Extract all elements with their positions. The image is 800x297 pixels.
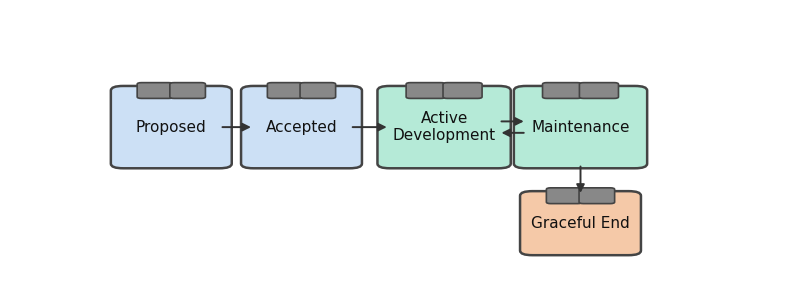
Text: Graceful End: Graceful End [531,216,630,231]
FancyBboxPatch shape [514,86,647,168]
FancyBboxPatch shape [443,83,482,98]
FancyBboxPatch shape [111,86,232,168]
Text: Accepted: Accepted [266,120,338,135]
FancyBboxPatch shape [542,83,582,98]
FancyBboxPatch shape [579,83,618,98]
FancyBboxPatch shape [300,83,336,98]
FancyBboxPatch shape [579,188,614,204]
FancyBboxPatch shape [267,83,303,98]
Text: Maintenance: Maintenance [531,120,630,135]
FancyBboxPatch shape [378,86,510,168]
FancyBboxPatch shape [546,188,582,204]
FancyBboxPatch shape [170,83,206,98]
Text: Active
Development: Active Development [393,111,496,143]
Text: Proposed: Proposed [136,120,206,135]
FancyBboxPatch shape [137,83,173,98]
FancyBboxPatch shape [241,86,362,168]
FancyBboxPatch shape [406,83,445,98]
FancyBboxPatch shape [520,191,641,255]
